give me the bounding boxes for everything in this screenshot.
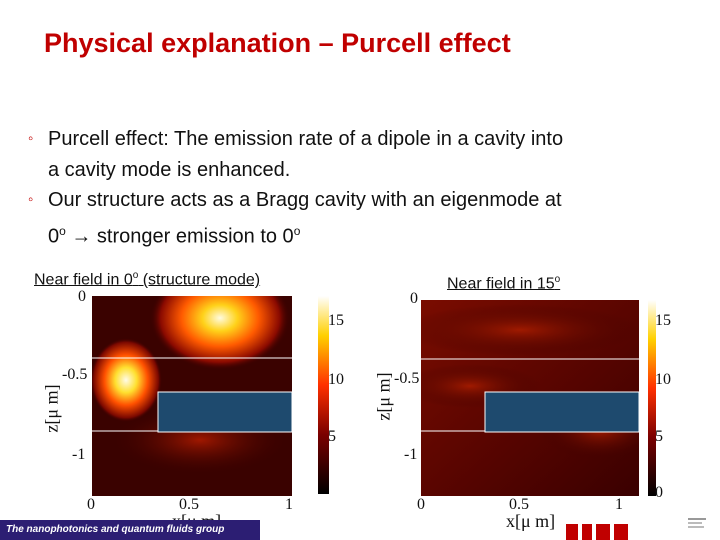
colorbar-tick: 15: [655, 312, 671, 329]
y-tick: -0.5: [394, 370, 420, 387]
near-field-plot-left: [92, 296, 329, 496]
institution-logo: [566, 524, 628, 540]
colorbar-tick: 0: [655, 484, 663, 501]
colorbar-tick: 5: [328, 428, 336, 445]
colorbar-tick: 15: [328, 312, 344, 329]
bullet-icon: ◦​: [28, 130, 34, 147]
bullet-text-line2: 0o → stronger emission to 0o: [48, 223, 301, 248]
field-hotspot: [150, 296, 290, 370]
x-tick: 1: [615, 496, 623, 513]
y-axis-label: z[μ m]: [373, 372, 394, 421]
bullet-text: Our structure acts as a Bragg cavity wit…: [48, 189, 562, 211]
y-tick: -1: [72, 446, 86, 463]
y-tick: 0: [410, 290, 418, 307]
partner-logo: [688, 518, 706, 528]
bullet-text: a cavity mode is enhanced.: [48, 158, 291, 181]
colorbar-tick: 5: [655, 428, 663, 445]
bullet-icon: ◦​: [28, 191, 34, 208]
bragg-structure: [157, 391, 293, 433]
field-glow: [421, 304, 639, 356]
colorbar-tick: 10: [655, 371, 671, 388]
y-tick: -1: [404, 446, 418, 463]
x-tick: 1: [285, 496, 293, 513]
plot-caption-left: Near field in 0o (structure mode): [34, 270, 261, 289]
bullet-purcell: ◦​ Purcell effect: The emission rate of …: [28, 124, 708, 185]
field-hotspot: [92, 338, 162, 422]
x-tick: 0: [417, 496, 425, 513]
footer-group-name: The nanophotonics and quantum fluids gro…: [0, 520, 260, 540]
bullet-bragg: ◦​ Our structure acts as a Bragg cavity …: [28, 185, 708, 252]
colorbar: [318, 296, 329, 494]
x-axis-label: x[μ m]: [506, 511, 556, 531]
x-tick: 0.5: [509, 496, 529, 513]
y-tick: 0: [78, 288, 86, 305]
y-tick: -0.5: [62, 366, 88, 383]
x-tick: 0.5: [179, 496, 199, 513]
bragg-structure: [484, 391, 640, 433]
bullet-text: Purcell effect: The emission rate of a d…: [48, 128, 564, 150]
colorbar: [648, 300, 656, 496]
y-axis-label: z[μ m]: [41, 384, 62, 433]
near-field-plot-right: [421, 300, 656, 496]
colorbar-tick: 10: [328, 371, 344, 388]
plot-caption-right: Near field in 15o: [447, 274, 561, 293]
x-tick: 0: [87, 496, 95, 513]
bullet-list: ◦​ Purcell effect: The emission rate of …: [28, 124, 708, 252]
slide-title: Physical explanation – Purcell effect: [44, 28, 511, 58]
